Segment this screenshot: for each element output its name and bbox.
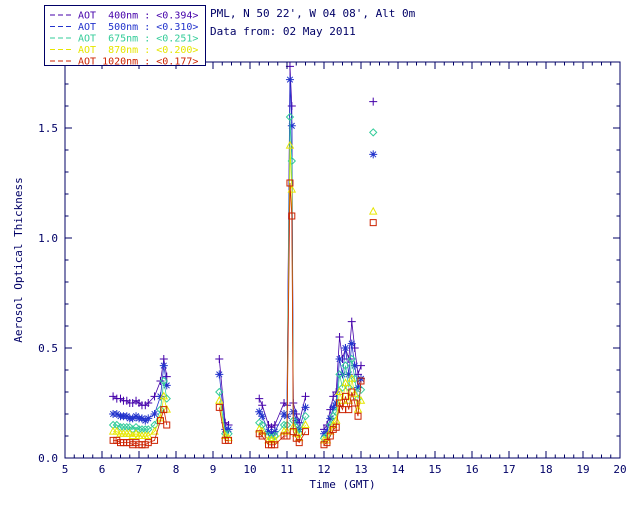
svg-text:0.5: 0.5 (38, 342, 58, 355)
svg-text:1.0: 1.0 (38, 232, 58, 245)
svg-text:7: 7 (136, 463, 143, 476)
svg-text:20: 20 (613, 463, 626, 476)
series-aot-1020nm (109, 179, 377, 449)
legend-row-aot-500nm: AOT 500nm : <0.310> (50, 22, 198, 33)
legend-label-aot-870nm: AOT 870nm : <0.200> (78, 45, 198, 56)
legend-label-aot-500nm: AOT 500nm : <0.310> (78, 22, 198, 33)
series-aot-400nm (109, 62, 378, 434)
svg-text:16: 16 (465, 463, 478, 476)
y-axis-label: Aerosol Optical Thickness (12, 177, 25, 343)
data-date-text: Data from: 02 May 2011 (210, 25, 356, 38)
svg-text:15: 15 (428, 463, 441, 476)
svg-text:1.5: 1.5 (38, 122, 58, 135)
svg-text:0.0: 0.0 (38, 452, 58, 465)
svg-text:5: 5 (62, 463, 69, 476)
x-axis-label: Time (GMT) (309, 478, 375, 491)
svg-text:14: 14 (391, 463, 405, 476)
station-location-text: PML, N 50 22', W 04 08', Alt 0m (210, 7, 416, 20)
legend-label-aot-1020nm: AOT 1020nm : <0.177> (78, 57, 198, 68)
legend-label-aot-400nm: AOT 400nm : <0.394> (78, 11, 198, 22)
legend-label-aot-675nm: AOT 675nm : <0.251> (78, 34, 198, 45)
legend-row-aot-870nm: AOT 870nm : <0.200> (50, 45, 198, 56)
legend-row-aot-400nm: AOT 400nm : <0.394> (50, 11, 198, 22)
svg-text:17: 17 (502, 463, 515, 476)
legend-box (44, 5, 206, 66)
svg-text:13: 13 (354, 463, 367, 476)
svg-text:12: 12 (317, 463, 330, 476)
svg-text:10: 10 (243, 463, 256, 476)
svg-text:18: 18 (539, 463, 552, 476)
legend-row-aot-1020nm: AOT 1020nm : <0.177> (50, 57, 198, 68)
axes: 5 6 7 8 9 10 11 12 13 14 15 16 17 18 19 20 0.0 0.5 1.0 1.5 (38, 61, 627, 476)
svg-text:9: 9 (210, 463, 217, 476)
legend-row-aot-675nm: AOT 675nm : <0.251> (50, 34, 198, 45)
svg-text:11: 11 (280, 463, 293, 476)
svg-text:8: 8 (173, 463, 180, 476)
svg-text:6: 6 (99, 463, 106, 476)
legend: AOT 400nm : <0.394>AOT 500nm : <0.310>AO… (44, 5, 206, 68)
svg-text:19: 19 (576, 463, 589, 476)
